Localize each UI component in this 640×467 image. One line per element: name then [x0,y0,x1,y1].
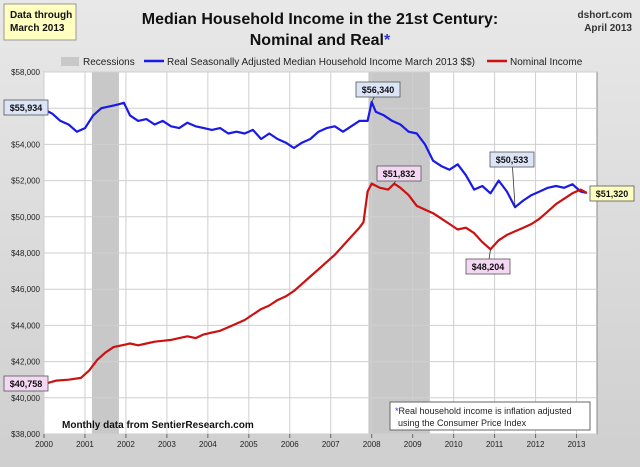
corner-note-line-1: Data through [10,10,72,21]
x-tick-label: 2010 [445,440,463,449]
callout-label: $51,320 [596,189,629,199]
x-tick-label: 2005 [240,440,258,449]
callout-box [3,375,49,392]
callout-leader [511,159,516,208]
x-tick-label: 2004 [199,440,217,449]
date-label: April 2013 [584,23,632,34]
x-tick-label: 2012 [527,440,545,449]
x-tick-label: 2000 [35,440,53,449]
y-tick-label: $48,000 [11,249,40,258]
real-income-line [43,100,588,209]
y-tick-label: $38,000 [11,430,40,439]
y-tick-label: $58,000 [11,68,40,77]
callout-box [376,165,422,182]
callout-label: $48,204 [472,262,505,272]
monthly-data-note: Monthly data from SentierResearch.com [62,420,254,431]
x-tick-label: 2009 [404,440,422,449]
callout-label: $55,934 [10,103,43,113]
callout-label: $40,758 [10,379,43,389]
chart-title-line-2: Nominal and Real* [250,32,391,49]
x-axis: 2000 2001 2002 2003 2004 2005 2006 2007 2008 2009… [35,434,586,449]
y-tick-label: $42,000 [11,358,40,367]
y-tick-label: $40,000 [11,394,40,403]
x-tick-label: 2011 [486,440,504,449]
y-tick-label: $50,000 [11,213,40,222]
title-star: * [384,32,391,49]
x-tick-label: 2006 [281,440,299,449]
chart-title-line-1: Median Household Income in the 21st Cent… [142,11,499,28]
series-lines [43,100,588,386]
x-tick-label: 2003 [158,440,176,449]
y-tick-label: $46,000 [11,285,40,294]
y-tick-label: $52,000 [11,177,40,186]
chart-title-text: Nominal and Real [250,32,384,49]
footnote-text-1: Real household income is inflation adjus… [399,406,572,416]
callouts: $55,934 $56,340 $50,533 $51,320 $51,832 $48,2… [3,81,635,392]
nominal-income-line [43,182,588,386]
y-tick-label: $44,000 [11,321,40,330]
footnote-box [389,401,591,431]
legend-real-label: Real Seasonally Adjusted Median Househol… [167,57,475,68]
corner-note-box [3,3,77,41]
x-tick-label: 2008 [363,440,381,449]
x-tick-label: 2007 [322,440,340,449]
legend-nominal-label: Nominal Income [510,57,583,68]
x-tick-label: 2001 [76,440,94,449]
x-tick-label: 2013 [568,440,586,449]
callout-box [489,151,535,168]
legend-recession-label: Recessions [83,57,135,68]
footnote-line-2: using the Consumer Price Index [398,418,527,428]
corner-note-line-2: March 2013 [10,23,65,34]
callout-box [589,185,635,202]
footnote-star: * [395,406,399,416]
legend: Recessions Real Seasonally Adjusted Medi… [61,57,583,68]
legend-recession-swatch [61,57,79,66]
y-tick-label: $54,000 [11,140,40,149]
callout-box [465,258,511,275]
footnote-line-1: *Real household income is inflation adju… [395,406,572,416]
callout-label: $50,533 [496,155,529,165]
callout-box [355,81,401,98]
callout-label: $56,340 [362,85,395,95]
source-label: dshort.com [578,10,633,21]
x-tick-label: 2002 [117,440,135,449]
callout-box [3,99,49,116]
callout-label: $51,832 [383,169,416,179]
